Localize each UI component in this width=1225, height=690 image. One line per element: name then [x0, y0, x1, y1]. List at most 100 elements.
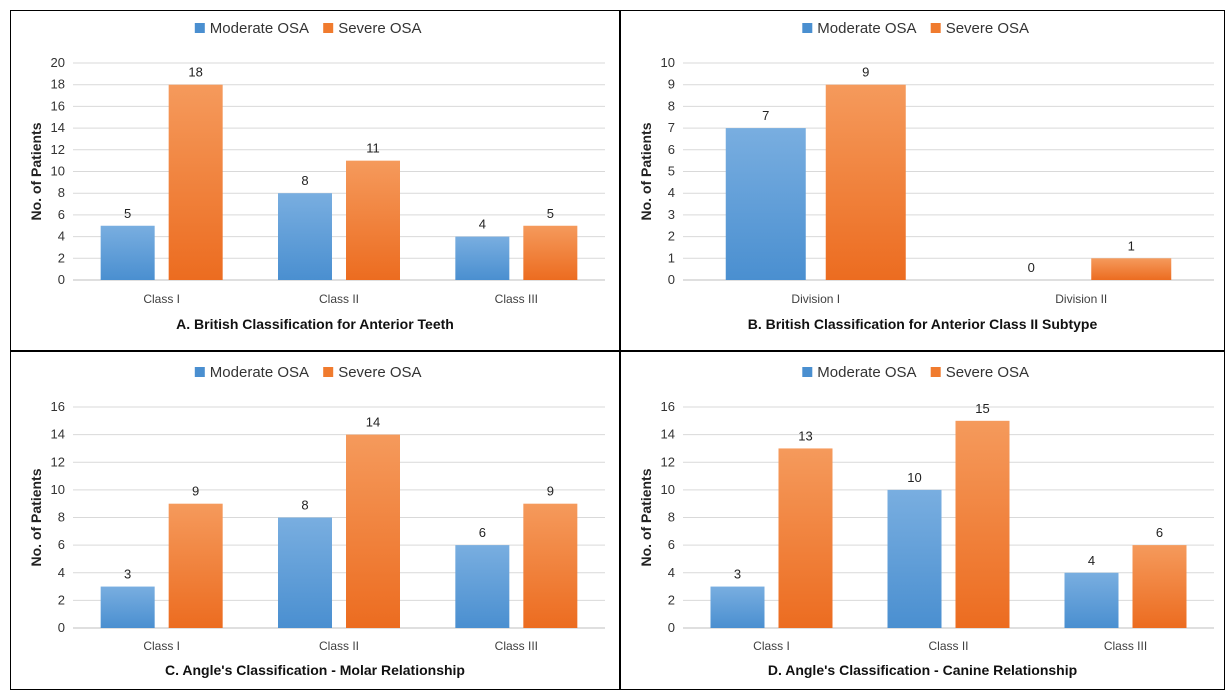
x-category-label: Class II	[319, 639, 359, 653]
legend: Moderate OSA Severe OSA	[194, 20, 422, 37]
data-label-severe: 15	[975, 401, 989, 416]
y-tick-label: 6	[668, 537, 675, 552]
legend-swatch-severe	[323, 367, 334, 377]
data-label-severe: 6	[1156, 525, 1163, 540]
legend-swatch-severe	[930, 367, 941, 377]
data-label-moderate: 5	[124, 206, 131, 221]
data-label-moderate: 4	[1088, 553, 1095, 568]
y-tick-label: 12	[51, 142, 65, 157]
legend-swatch-moderate	[194, 367, 205, 377]
data-label-severe: 14	[366, 415, 380, 430]
chart-title: C. Angle's Classification - Molar Relati…	[165, 662, 465, 678]
bar-severe	[523, 503, 578, 628]
y-tick-label: 16	[51, 399, 65, 414]
y-tick-label: 1	[668, 250, 675, 265]
y-tick-label: 12	[661, 454, 675, 469]
data-label-moderate: 3	[734, 567, 741, 582]
bar-severe	[825, 84, 906, 280]
x-category-label: Class III	[495, 292, 538, 306]
bar-moderate	[455, 545, 510, 628]
data-label-severe: 1	[1128, 238, 1135, 253]
y-axis-label: No. of Patients	[28, 468, 44, 566]
chart-a: Moderate OSA Severe OSA 0 2 4 6 8 10 12 14 16 18 20 N…	[28, 20, 605, 332]
x-category-label: Division I	[791, 292, 840, 306]
legend-label-severe: Severe OSA	[946, 364, 1029, 381]
chart-panel-b: Moderate OSA Severe OSA 0 1 2 3 4 5 6 7 8 9 10 No. of…	[620, 10, 1225, 351]
legend: Moderate OSA Severe OSA	[194, 364, 422, 381]
y-tick-label: 8	[58, 510, 65, 525]
legend-label-moderate: Moderate OSA	[817, 20, 916, 37]
y-tick-label: 6	[58, 537, 65, 552]
bar-moderate	[100, 586, 155, 628]
gridlines	[73, 406, 605, 629]
y-tick-label: 5	[668, 164, 675, 179]
bar-moderate	[455, 236, 510, 280]
data-label-severe: 18	[188, 65, 202, 80]
bar-severe	[346, 434, 400, 628]
legend-label-severe: Severe OSA	[338, 364, 421, 381]
data-label-moderate: 10	[907, 470, 921, 485]
legend-swatch-moderate	[802, 367, 813, 377]
data-label-moderate: 8	[301, 498, 308, 513]
y-tick-label: 16	[51, 98, 65, 113]
y-tick-label: 16	[661, 399, 675, 414]
bar-moderate	[278, 193, 332, 280]
data-label-severe: 9	[192, 484, 199, 499]
x-category-label: Class I	[753, 639, 790, 653]
chart-title: A. British Classification for Anterior T…	[176, 316, 454, 332]
data-label-severe: 13	[798, 428, 812, 443]
y-tick-label: 10	[51, 482, 65, 497]
y-tick-label: 14	[51, 427, 65, 442]
y-tick-label: 4	[58, 565, 65, 580]
x-category-label: Division II	[1055, 292, 1107, 306]
data-label-moderate: 8	[301, 173, 308, 188]
y-axis-label: No. of Patients	[638, 468, 654, 566]
legend-label-severe: Severe OSA	[946, 20, 1029, 37]
y-tick-label: 4	[58, 229, 65, 244]
data-label-moderate: 6	[479, 525, 486, 540]
y-tick-label: 20	[51, 55, 65, 70]
data-label-moderate: 3	[124, 567, 131, 582]
y-tick-label: 3	[668, 207, 675, 222]
y-tick-label: 12	[51, 454, 65, 469]
data-label-severe: 9	[547, 484, 554, 499]
bar-severe	[168, 84, 223, 280]
bar-severe	[346, 160, 400, 280]
bar-severe	[955, 420, 1010, 628]
x-category-label: Class I	[143, 292, 180, 306]
chart-c: Moderate OSA Severe OSA 0 2 4 6 8 10 12 14 16 No. o…	[28, 364, 605, 678]
bar-moderate	[100, 225, 155, 280]
y-tick-label: 6	[58, 207, 65, 222]
y-tick-label: 10	[661, 55, 675, 70]
y-tick-label: 0	[58, 620, 65, 635]
data-label-moderate: 0	[1028, 260, 1035, 275]
x-category-label: Class I	[143, 639, 180, 653]
y-tick-label: 2	[668, 592, 675, 607]
bar-moderate	[278, 517, 332, 628]
gridlines	[73, 62, 605, 281]
y-tick-label: 8	[58, 185, 65, 200]
bar-severe	[1091, 258, 1172, 280]
y-tick-label: 14	[661, 427, 675, 442]
chart-d: Moderate OSA Severe OSA 0 2 4 6 8 10 12 14 16 No. o…	[638, 364, 1214, 678]
y-tick-label: 10	[661, 482, 675, 497]
x-category-label: Class II	[319, 292, 359, 306]
y-axis-label: No. of Patients	[638, 122, 654, 220]
y-tick-label: 8	[668, 98, 675, 113]
legend-label-moderate: Moderate OSA	[210, 20, 309, 37]
bar-severe	[523, 225, 578, 280]
y-tick-label: 14	[51, 120, 65, 135]
chart-panel-c: Moderate OSA Severe OSA 0 2 4 6 8 10 12 14 16 No. o…	[10, 351, 620, 690]
chart-panel-a: Moderate OSA Severe OSA 0 2 4 6 8 10 12 14 16 18 20 N…	[10, 10, 620, 351]
data-label-moderate: 4	[479, 217, 486, 232]
data-label-severe: 5	[547, 206, 554, 221]
bar-severe	[778, 448, 833, 628]
bar-severe	[168, 503, 223, 628]
y-tick-label: 4	[668, 565, 675, 580]
y-tick-label: 6	[668, 142, 675, 157]
legend-label-moderate: Moderate OSA	[210, 364, 309, 381]
legend: Moderate OSA Severe OSA	[802, 20, 1029, 37]
chart-title: D. Angle's Classification - Canine Relat…	[768, 662, 1077, 678]
y-tick-label: 2	[58, 592, 65, 607]
data-label-severe: 9	[862, 65, 869, 80]
